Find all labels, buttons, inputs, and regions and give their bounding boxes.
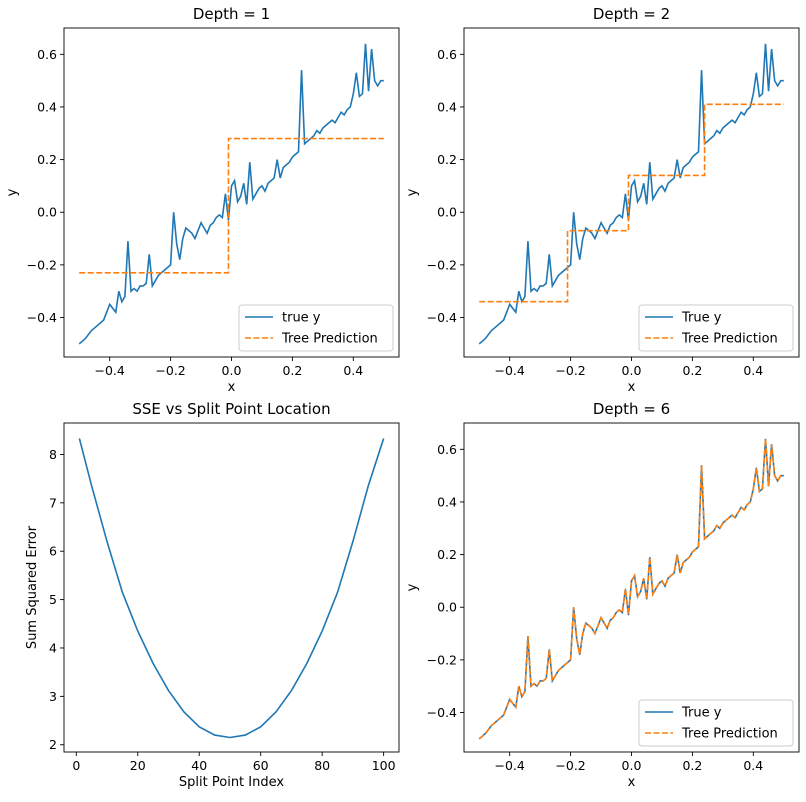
chart-title: SSE vs Split Point Location <box>132 400 330 418</box>
y-tick-label: 0.2 <box>437 152 457 167</box>
x-tick-label: −0.4 <box>495 758 525 773</box>
y-tick-label: 0.0 <box>437 205 457 220</box>
legend-box <box>638 304 794 352</box>
series-line-tree-prediction <box>479 103 784 303</box>
series-line-true-y <box>478 43 784 345</box>
x-tick-label: −0.4 <box>495 363 525 378</box>
x-tick-label: 0.4 <box>743 363 763 378</box>
y-tick-label: 8 <box>49 447 57 462</box>
x-tick-label: 60 <box>253 758 269 773</box>
series-line-true-y <box>78 43 384 345</box>
y-tick-label: 0.0 <box>437 600 457 615</box>
legend-label: Tree Prediction <box>681 332 778 347</box>
chart-panel-4: −0.4 −0.2 0.0 0.2 0.4 −0.4 −0.2 0.0 0.2 0.4 0.6 Dep… <box>405 400 800 790</box>
x-tick-label: −0.2 <box>555 758 585 773</box>
legend-box <box>638 699 794 747</box>
y-tick-label: 0.2 <box>37 152 57 167</box>
x-tick-label: 0.0 <box>622 758 642 773</box>
chart-panel-2: −0.4 −0.2 0.0 0.2 0.4 −0.4 −0.2 0.0 0.2 0.4 0.6 Dep… <box>405 5 800 395</box>
x-tick-label: 20 <box>130 758 146 773</box>
legend-box <box>238 304 394 352</box>
legend-label: true y <box>282 311 321 326</box>
y-axis-label: Sum Squared Error <box>25 525 40 649</box>
y-tick-label: 0.4 <box>437 494 457 509</box>
x-tick-label: 0.2 <box>682 363 702 378</box>
y-tick-label: −0.2 <box>427 257 457 272</box>
y-tick-label: 0.4 <box>37 99 57 114</box>
x-tick-label: 80 <box>314 758 330 773</box>
y-tick-label: 2 <box>49 737 57 752</box>
y-tick-label: 7 <box>49 495 57 510</box>
series-line-tree-prediction <box>478 438 784 740</box>
x-tick-label: −0.2 <box>155 363 185 378</box>
series-line-tree-prediction <box>79 137 384 274</box>
y-tick-label: 3 <box>49 689 57 704</box>
chart-panel-3: 0 20 40 60 80 100 2 3 4 5 6 7 8 SSE vs Split Point Lo… <box>25 400 400 790</box>
legend: True y Tree Prediction <box>638 699 794 747</box>
legend: True y Tree Prediction <box>638 304 794 352</box>
y-tick-label: 0.6 <box>37 47 57 62</box>
y-tick-label: 5 <box>49 592 57 607</box>
x-tick-label: 100 <box>372 758 396 773</box>
chart-title: Depth = 6 <box>593 400 670 418</box>
x-axis-label: x <box>628 775 636 790</box>
x-axis-label: x <box>228 380 236 395</box>
legend-label: Tree Prediction <box>681 727 778 742</box>
x-tick-label: 0.2 <box>682 758 702 773</box>
y-axis-label: y <box>405 583 420 591</box>
chart-title: Depth = 2 <box>593 5 670 23</box>
y-tick-label: −0.2 <box>27 257 57 272</box>
legend-label: True y <box>681 311 722 326</box>
y-axis-label: y <box>5 188 20 196</box>
x-tick-label: −0.2 <box>555 363 585 378</box>
axes-frame <box>63 422 400 753</box>
legend-label: Tree Prediction <box>281 332 378 347</box>
x-tick-label: −0.4 <box>95 363 125 378</box>
series-line-true-y <box>78 438 385 739</box>
y-tick-label: −0.4 <box>427 310 457 325</box>
x-tick-label: 0.4 <box>343 363 363 378</box>
y-tick-label: 0.2 <box>437 547 457 562</box>
x-tick-label: 0.0 <box>222 363 242 378</box>
x-axis-label: x <box>628 380 636 395</box>
x-tick-label: 40 <box>191 758 207 773</box>
x-tick-label: 0.2 <box>282 363 302 378</box>
y-tick-label: 0.0 <box>37 205 57 220</box>
y-axis-label: y <box>405 188 420 196</box>
x-tick-label: 0 <box>72 758 80 773</box>
y-tick-label: 0.6 <box>437 47 457 62</box>
y-tick-label: 4 <box>49 640 57 655</box>
y-tick-label: −0.4 <box>427 705 457 720</box>
y-tick-label: 0.4 <box>437 99 457 114</box>
legend-label: True y <box>681 706 722 721</box>
legend: true y Tree Prediction <box>238 304 394 352</box>
chart-title: Depth = 1 <box>193 5 270 23</box>
chart-panel-1: −0.4 −0.2 0.0 0.2 0.4 −0.4 −0.2 0.0 0.2 0.4 0.6 Dep… <box>5 5 400 395</box>
x-tick-label: 0.0 <box>622 363 642 378</box>
y-tick-label: 0.6 <box>437 442 457 457</box>
series-line-true-y <box>478 438 784 740</box>
x-tick-label: 0.4 <box>743 758 763 773</box>
x-axis-label: Split Point Index <box>179 775 284 790</box>
y-tick-label: 6 <box>49 544 57 559</box>
y-tick-label: −0.2 <box>427 652 457 667</box>
y-tick-label: −0.4 <box>27 310 57 325</box>
